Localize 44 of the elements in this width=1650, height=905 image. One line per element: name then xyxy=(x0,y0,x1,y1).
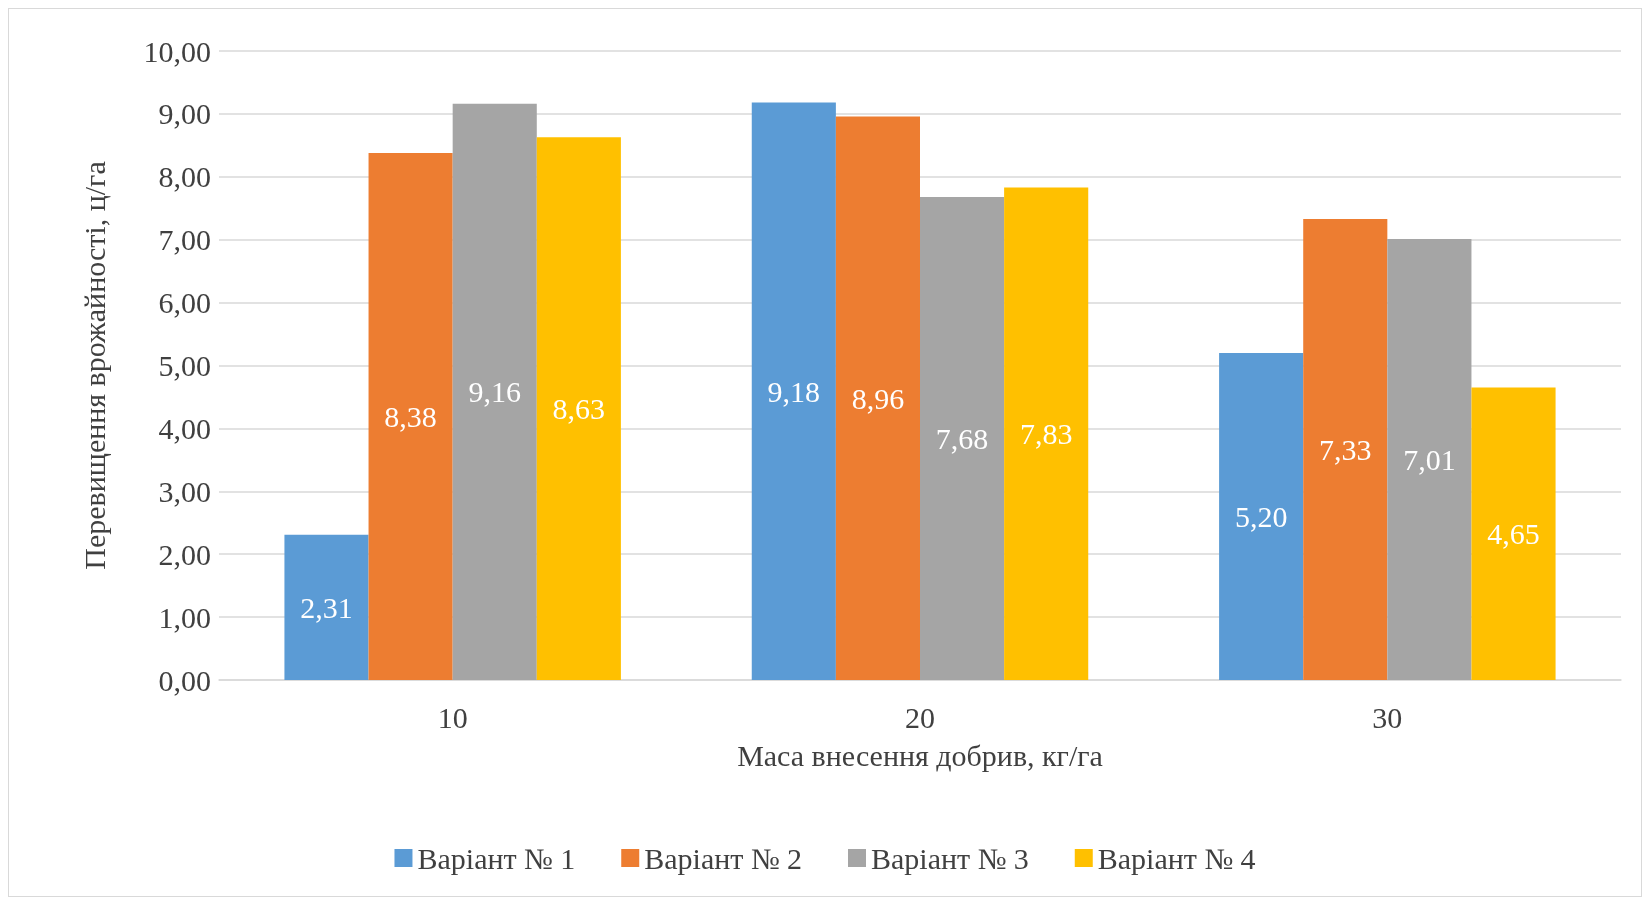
data-label: 7,83 xyxy=(1019,417,1073,451)
data-label: 8,96 xyxy=(851,381,905,415)
bar xyxy=(1471,387,1556,680)
bar xyxy=(1004,187,1089,680)
data-label: 8,38 xyxy=(384,399,437,433)
data-label: 7,68 xyxy=(935,421,989,455)
data-label: 4,65 xyxy=(1487,517,1540,551)
x-tick-label: 30 xyxy=(1372,700,1403,734)
y-tick-label: 8,00 xyxy=(158,160,211,194)
x-tick-label: 10 xyxy=(437,700,468,734)
legend-label: Варіант № 1 xyxy=(417,841,576,875)
y-tick-label: 3,00 xyxy=(158,474,211,508)
x-axis-title: Маса внесення добрив, кг/га xyxy=(737,738,1103,772)
bar xyxy=(920,196,1005,680)
bar xyxy=(452,103,537,680)
y-tick-label: 7,00 xyxy=(158,223,211,257)
bar xyxy=(1387,239,1472,680)
y-tick-label: 5,00 xyxy=(158,349,211,382)
y-axis-title: Перевищення врожайності, ц/га xyxy=(77,161,111,570)
y-tick-label: 9,00 xyxy=(158,97,211,131)
legend-label: Варіант № 3 xyxy=(871,841,1029,875)
data-label: 7,33 xyxy=(1319,432,1372,466)
legend-label: Варіант № 4 xyxy=(1097,841,1256,875)
x-tick-label: 20 xyxy=(905,700,935,734)
bar xyxy=(751,102,836,680)
data-label: 9,18 xyxy=(767,374,821,408)
bar xyxy=(1303,218,1388,680)
bar xyxy=(536,137,621,680)
data-label: 5,20 xyxy=(1234,499,1288,533)
data-label: 8,63 xyxy=(552,392,606,426)
y-tick-label: 1,00 xyxy=(158,600,211,634)
data-label: 7,01 xyxy=(1403,443,1456,477)
bar xyxy=(368,152,453,680)
bar xyxy=(284,534,369,680)
y-tick-label: 0,00 xyxy=(158,663,211,697)
y-tick-label: 4,00 xyxy=(158,411,211,445)
y-tick-label: 6,00 xyxy=(158,286,211,320)
data-label: 9,16 xyxy=(468,375,521,409)
data-label: 2,31 xyxy=(300,590,353,624)
bar xyxy=(1219,352,1304,680)
y-tick-label: 10,00 xyxy=(143,34,211,68)
bar xyxy=(835,116,920,680)
legend-label: Варіант № 2 xyxy=(644,841,802,875)
y-tick-label: 2,00 xyxy=(158,537,211,571)
